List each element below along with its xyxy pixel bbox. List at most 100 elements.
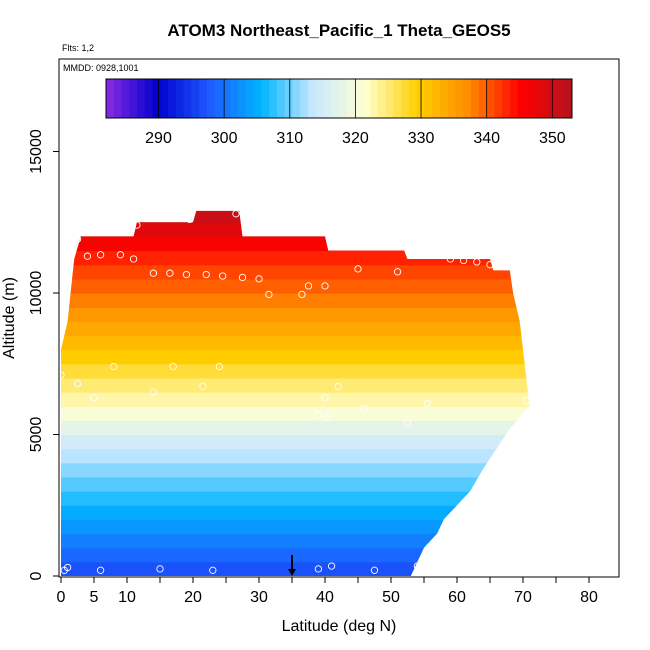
colorbar-tick-label: 300 <box>211 130 238 147</box>
chart-title: ATOM3 Northeast_Pacific_1 Theta_GEOS5 <box>167 21 510 40</box>
flights-note: Flts: 1,2 <box>62 43 94 53</box>
colorbar-segment <box>533 79 542 118</box>
colorbar-segment <box>129 79 138 118</box>
flight-point <box>96 251 105 259</box>
flight-point <box>370 566 379 574</box>
colorbar-segment <box>556 79 565 118</box>
flight-point <box>321 394 329 402</box>
colorbar-segment <box>339 79 348 118</box>
colorbar-segment <box>331 79 340 118</box>
colorbar-segment <box>370 79 379 118</box>
plot-frame <box>58 58 620 578</box>
flight-point <box>459 256 468 265</box>
theta-band <box>61 533 530 549</box>
colorbar-segment <box>168 79 177 118</box>
theta-band <box>61 321 530 337</box>
x-tick-label: 50 <box>382 589 400 606</box>
theta-band <box>61 210 530 223</box>
flight-point <box>182 270 191 279</box>
y-tick-label: 5000 <box>28 417 45 453</box>
colorbar-segment <box>106 79 115 118</box>
marker-arrow-head <box>288 569 296 576</box>
flight-point <box>304 282 313 290</box>
flight-point <box>149 388 158 396</box>
x-tick-label: 80 <box>580 589 598 606</box>
colorbar-segment <box>432 79 441 118</box>
flight-point <box>156 565 164 573</box>
theta-band <box>61 406 530 421</box>
colorbar-segment <box>502 79 511 118</box>
x-tick-label: 20 <box>184 589 202 606</box>
colorbar-segment <box>346 79 356 118</box>
colorbar-segment <box>261 79 270 118</box>
theta-band <box>61 377 530 393</box>
colorbar-tick-label: 340 <box>473 130 500 147</box>
colorbar-segment <box>238 79 247 118</box>
theta-band <box>61 434 530 450</box>
theta-band <box>61 505 530 520</box>
colorbar-segment <box>424 79 433 118</box>
flight-point <box>202 270 210 279</box>
theta-field <box>61 210 530 576</box>
flight-point <box>209 566 217 574</box>
flight-point <box>265 290 273 299</box>
y-tick-label: 10000 <box>28 271 45 316</box>
colorbar-segment <box>354 79 363 118</box>
colorbar-segment <box>222 79 231 118</box>
x-tick-label: 10 <box>118 589 136 606</box>
colorbar-segment <box>253 79 262 118</box>
theta-band <box>61 363 530 379</box>
x-axis: 0 5 10 20 30 40 50 60 70 80 <box>57 577 598 606</box>
colorbar-segment <box>463 79 472 118</box>
flight-point <box>354 265 362 273</box>
colorbar-segment <box>455 79 464 118</box>
flight-point <box>133 221 141 229</box>
flight-point <box>215 362 224 371</box>
flight-point <box>73 235 82 243</box>
flight-point <box>473 258 481 266</box>
flight-point <box>238 273 247 282</box>
theta-band <box>61 519 530 535</box>
colorbar-segment <box>362 79 371 118</box>
colorbar-segment <box>440 79 449 118</box>
flight-point <box>446 255 455 263</box>
flight-point <box>57 371 65 379</box>
colorbar-segment <box>160 79 169 118</box>
colorbar-segment <box>315 79 324 118</box>
x-tick-label: 30 <box>250 589 268 606</box>
latitude-marker <box>288 555 296 576</box>
flight-point <box>255 275 263 283</box>
colorbar-segment <box>564 79 573 118</box>
flight-point <box>413 562 422 570</box>
flight-point <box>186 215 194 224</box>
flight-point <box>522 396 530 405</box>
colorbar-segment <box>408 79 418 118</box>
flight-point <box>110 362 118 371</box>
flight-point <box>116 251 125 259</box>
flight-point <box>298 290 306 299</box>
theta-band <box>61 476 530 492</box>
theta-band <box>61 561 530 576</box>
colorbar-segment <box>471 79 480 118</box>
colorbar-segment <box>199 79 208 118</box>
colorbar-segment <box>137 79 146 118</box>
colorbar-segment <box>447 79 456 118</box>
theta-band <box>61 264 530 280</box>
colorbar-segment <box>214 79 223 118</box>
colorbar-segment <box>183 79 192 118</box>
colorbar-tick-label: 320 <box>342 130 369 147</box>
colorbar-segment <box>300 79 309 118</box>
colorbar-segment <box>540 79 550 118</box>
flight-point <box>129 255 138 263</box>
flight-point <box>324 413 332 422</box>
y-axis: 0 5000 10000 15000 <box>28 129 59 580</box>
colorbar-segment <box>548 79 557 118</box>
colorbar-segment <box>401 79 410 118</box>
x-axis-label: Latitude (deg N) <box>282 618 397 635</box>
flight-point <box>219 272 227 280</box>
colorbar-segment <box>207 79 216 118</box>
flight-point <box>423 399 431 408</box>
flight-point <box>83 252 92 260</box>
colorbar-segment <box>152 79 161 118</box>
